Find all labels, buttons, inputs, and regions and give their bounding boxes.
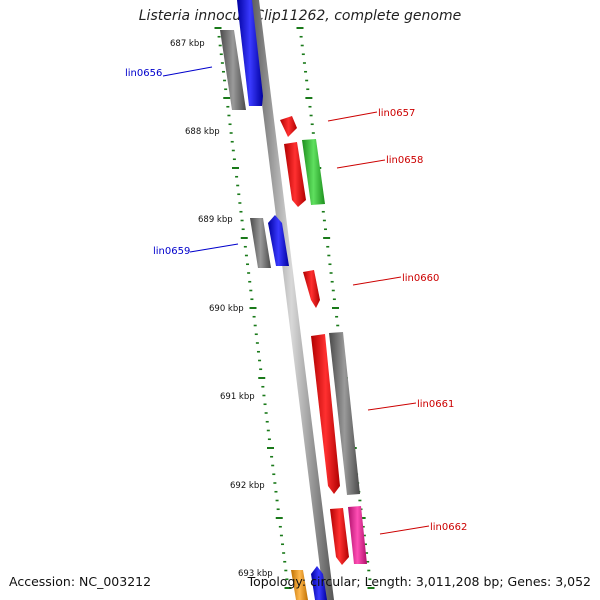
- feature-lin0658-red[interactable]: [284, 142, 306, 207]
- feature-lin0656-gray[interactable]: [220, 30, 246, 110]
- kbp-label-690: 690 kbp: [209, 304, 244, 314]
- feature-lin0657[interactable]: [280, 116, 297, 137]
- locus-label-lin0657[interactable]: lin0657: [378, 108, 415, 119]
- feature-lin0662-pink[interactable]: [348, 506, 367, 564]
- kbp-label-688: 688 kbp: [185, 127, 220, 137]
- callout-line-lin0658: [336, 159, 386, 169]
- locus-label-lin0658[interactable]: lin0658: [386, 155, 423, 166]
- feature-lin0663-blue[interactable]: [311, 566, 327, 600]
- feature-lin0661-red[interactable]: [311, 334, 340, 494]
- locus-label-lin0656[interactable]: lin0656: [125, 68, 162, 79]
- feature-lin0661-gray[interactable]: [329, 332, 360, 495]
- locus-label-lin0661[interactable]: lin0661: [417, 399, 454, 410]
- locus-label-lin0662[interactable]: lin0662: [430, 522, 467, 533]
- kbp-label-692: 692 kbp: [230, 481, 265, 491]
- genome-backbone: [249, 0, 334, 600]
- feature-lin0663-orange[interactable]: [291, 570, 308, 600]
- tick-marks-left: [214, 27, 292, 589]
- callout-line-lin0659: [189, 243, 239, 253]
- callout-line-lin0656: [162, 66, 213, 77]
- feature-lin0659-blue[interactable]: [268, 215, 289, 266]
- kbp-label-689: 689 kbp: [198, 215, 233, 225]
- callout-line-lin0662: [379, 525, 430, 535]
- tick-marks-right: [296, 27, 375, 589]
- genome-stats-text: Topology: circular; Length: 3,011,208 bp…: [247, 574, 591, 589]
- feature-lin0659-gray[interactable]: [250, 218, 271, 268]
- locus-label-lin0660[interactable]: lin0660: [402, 273, 439, 284]
- kbp-label-687: 687 kbp: [170, 39, 205, 49]
- locus-label-lin0659[interactable]: lin0659: [153, 246, 190, 257]
- callout-line-lin0661: [367, 402, 417, 411]
- feature-lin0656-blue[interactable]: [237, 0, 263, 106]
- feature-lin0660[interactable]: [303, 270, 320, 308]
- feature-lin0662-red[interactable]: [330, 508, 349, 565]
- feature-lin0658-green[interactable]: [302, 139, 325, 205]
- kbp-label-693: 693 kbp: [238, 569, 273, 579]
- callout-line-lin0660: [352, 276, 402, 286]
- map-title: Listeria innocua Clip11262, complete gen…: [138, 8, 462, 24]
- kbp-label-691: 691 kbp: [220, 392, 255, 402]
- callout-line-lin0657: [327, 111, 378, 122]
- accession-text: Accession: NC_003212: [9, 574, 152, 589]
